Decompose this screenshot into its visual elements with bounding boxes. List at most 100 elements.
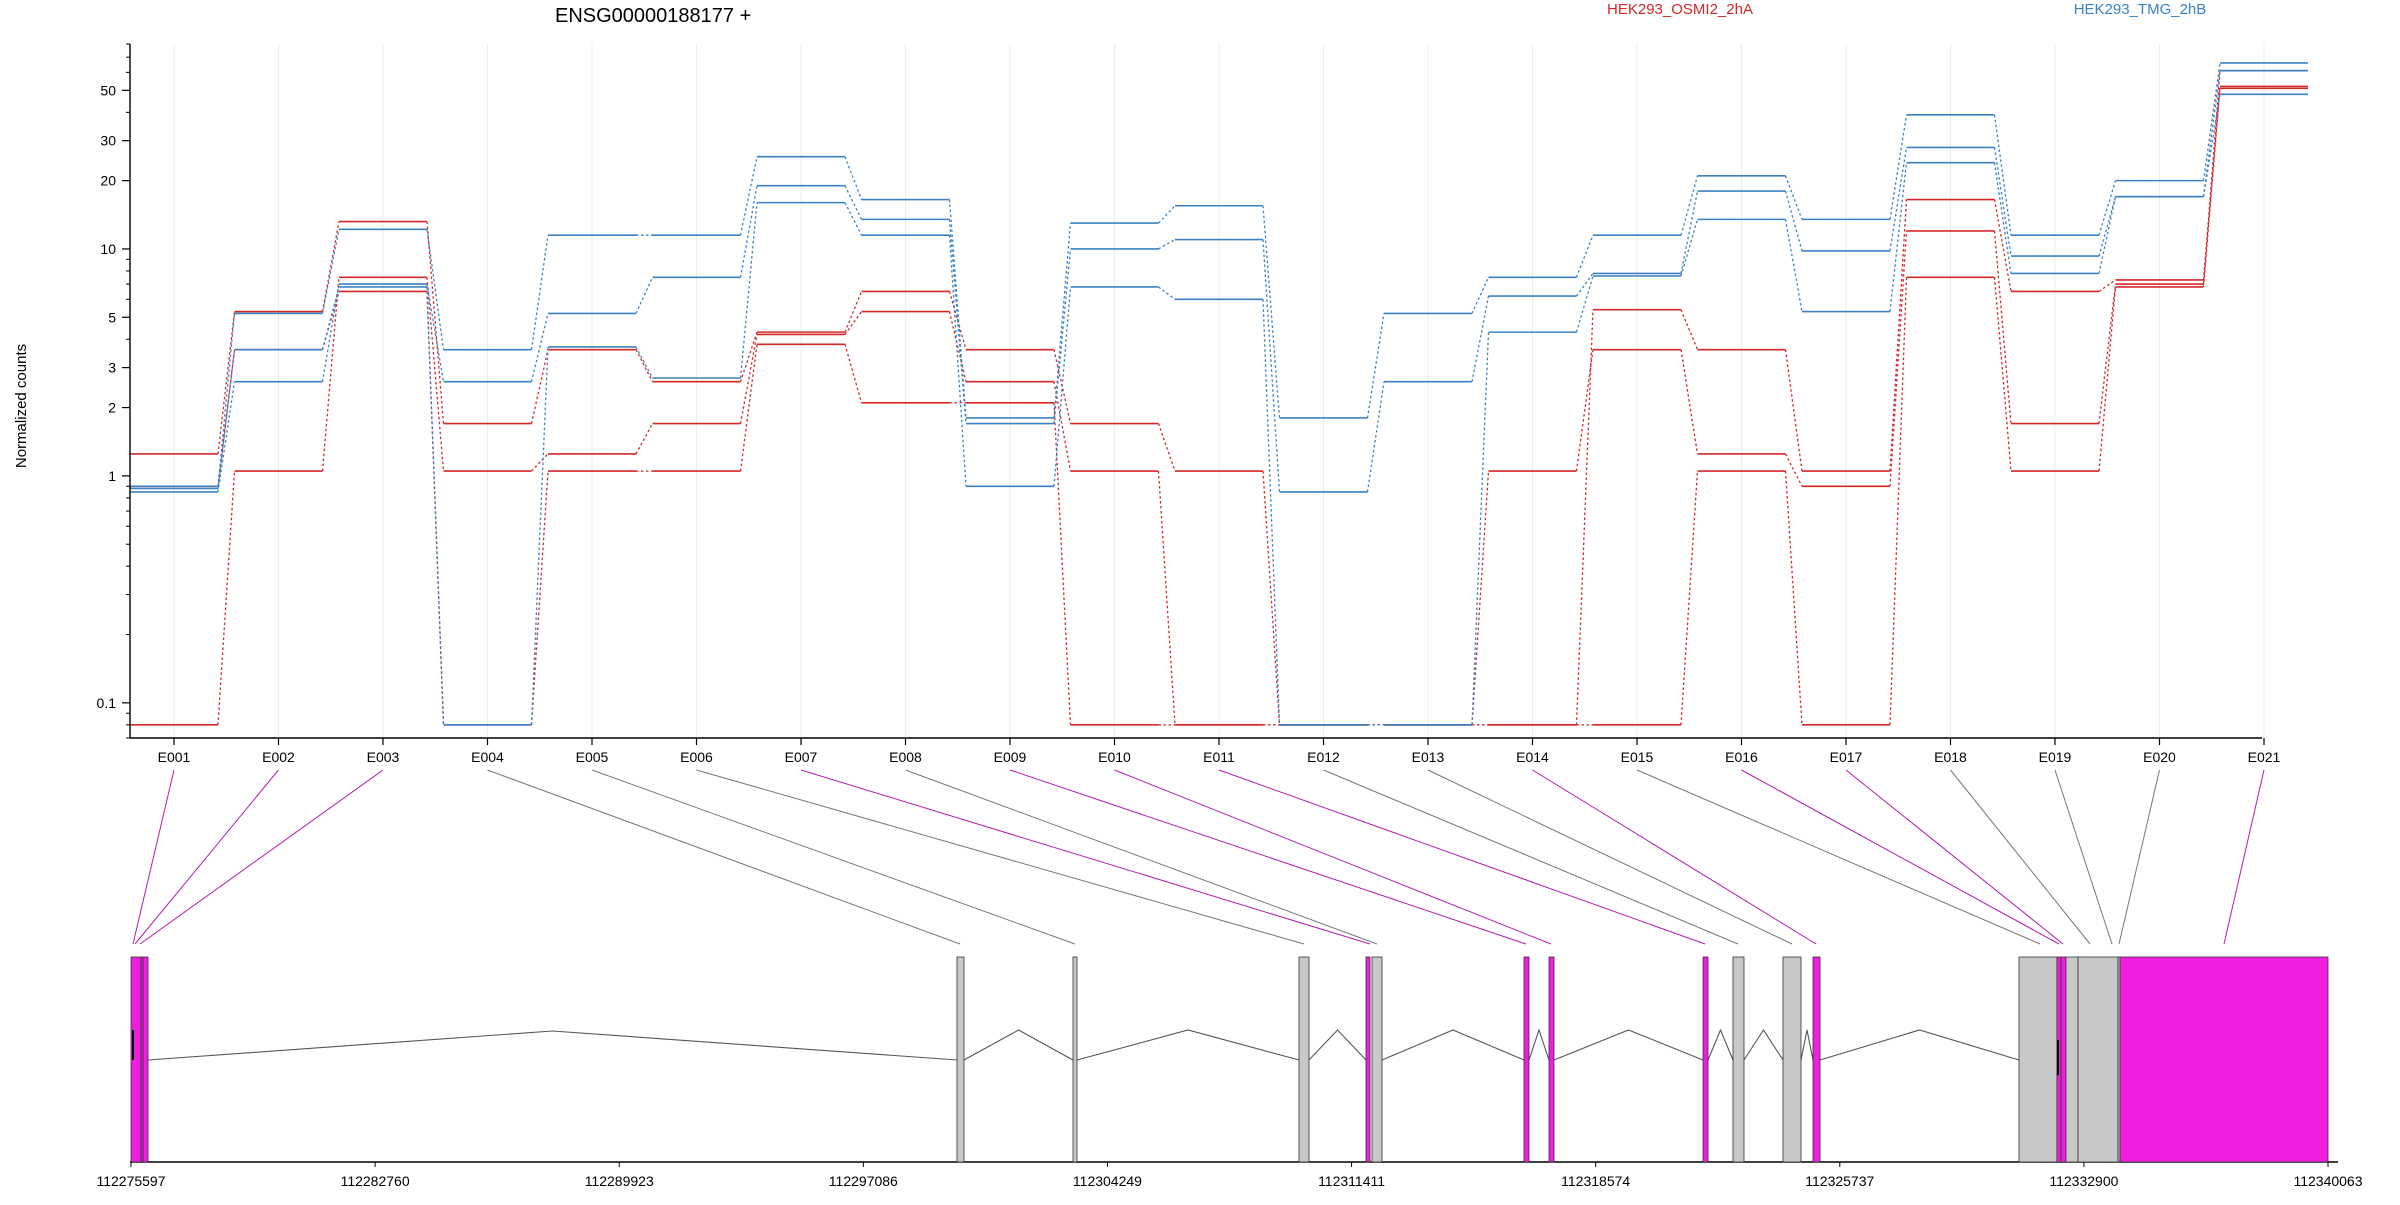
- series-1-connector: [217, 311, 236, 454]
- series-5: [130, 69, 2308, 493]
- intron-line: [1076, 1029, 1300, 1061]
- series-3-connector: [1053, 402, 1072, 725]
- genomic-coordinate-label: 112275597: [96, 1173, 165, 1189]
- series-3-connector: [1993, 277, 2012, 472]
- y-tick-label: 10: [100, 241, 116, 257]
- series-2-connector: [531, 453, 549, 472]
- connector-E002: [134, 769, 279, 945]
- series-6-connector: [739, 202, 758, 379]
- series-1-connector: [426, 221, 445, 424]
- series-4-connector: [1680, 175, 1699, 236]
- series-2-connector: [2098, 284, 2117, 424]
- connector-E017: [1845, 769, 2064, 945]
- exon-box-E014: [1812, 956, 1821, 1163]
- exon-box-E005: [1072, 956, 1078, 1163]
- series-6-connector: [1158, 286, 1176, 300]
- y-tick-label: 50: [100, 82, 116, 98]
- series-1-connector: [1993, 199, 2012, 292]
- series-6-connector: [217, 349, 236, 489]
- y-tick-label: 2: [108, 400, 116, 416]
- connector-E020: [2118, 769, 2160, 945]
- series-6-connector: [1471, 332, 1490, 725]
- connector-E001: [132, 769, 175, 945]
- genomic-coordinate-label: 112311411: [1318, 1173, 1385, 1189]
- series-5-connector: [426, 283, 445, 382]
- series-6-connector: [635, 346, 654, 379]
- series-6-connector: [1262, 299, 1281, 725]
- genomic-coordinate-label: 112304249: [1073, 1173, 1142, 1189]
- exon-box-E007: [1365, 956, 1371, 1163]
- connector-E008: [905, 769, 1378, 945]
- series-1-connector: [739, 331, 758, 382]
- exon-label-E012: E012: [1307, 749, 1340, 765]
- series-4-connector: [739, 156, 758, 236]
- legend-entry-osmi2: HEK293_OSMI2_2hA: [1607, 1, 1753, 18]
- series-5-connector: [1993, 147, 2012, 257]
- intron-line: [147, 1030, 958, 1061]
- series-5-connector: [1784, 190, 1803, 252]
- genomic-coordinate-label: 112289923: [585, 1173, 654, 1189]
- series-1-connector: [844, 291, 863, 333]
- series-6-connector: [1993, 162, 2012, 274]
- series-2-connector: [844, 311, 863, 335]
- series-5-connector: [1053, 248, 1072, 424]
- genomic-coordinate-label: 112340063: [2293, 1173, 2362, 1189]
- series-1-connector: [1575, 309, 1594, 725]
- exon-box-E011: [1702, 956, 1709, 1163]
- chart-title: ENSG00000188177 +: [555, 5, 751, 27]
- exon-box-E015: [2018, 956, 2058, 1163]
- exon-box-E009: [1523, 956, 1530, 1163]
- series-6-connector: [1680, 219, 1699, 277]
- series-6-connector: [2202, 94, 2221, 197]
- series-4: [130, 62, 2308, 488]
- connector-E004: [487, 769, 961, 945]
- genomic-coordinate-label: 112282760: [341, 1173, 410, 1189]
- series-1-connector: [2098, 279, 2116, 292]
- connector-E015: [1636, 769, 2041, 945]
- series-1-connector: [1262, 471, 1281, 725]
- exon-label-E018: E018: [1934, 749, 1967, 765]
- exon-label-E005: E005: [576, 749, 609, 765]
- series-6-connector: [530, 346, 549, 725]
- series-1-connector: [1157, 423, 1176, 472]
- exon-box-E006: [1298, 956, 1310, 1163]
- exon-label-E020: E020: [2143, 749, 2176, 765]
- series-4-connector: [426, 229, 445, 350]
- intron-line: [1800, 1029, 1814, 1061]
- connector-E021: [2223, 769, 2265, 945]
- series-2-connector: [1784, 453, 1803, 487]
- y-tick-label: 3: [108, 360, 116, 376]
- exon-label-E011: E011: [1203, 749, 1235, 765]
- exon-box-E017: [2060, 956, 2067, 1163]
- connector-E006: [696, 769, 1305, 945]
- series-6-connector: [1575, 275, 1594, 333]
- intron-line: [1381, 1029, 1525, 1061]
- y-tick-label: 30: [100, 133, 116, 149]
- series-2-connector: [2202, 70, 2221, 285]
- genomic-coordinate-label: 112297086: [829, 1173, 898, 1189]
- series-3-connector: [1680, 471, 1699, 725]
- legend-entry-tmg: HEK293_TMG_2hB: [2074, 1, 2207, 18]
- series-1-connector: [635, 349, 654, 383]
- exon-box-E019: [2077, 956, 2119, 1163]
- series-4-connector: [321, 229, 340, 314]
- exon-box-E018: [2065, 956, 2079, 1163]
- series-2-connector: [1053, 381, 1072, 472]
- series-2-connector: [1993, 230, 2012, 424]
- series-1-connector: [1680, 309, 1699, 350]
- axes: 0.1 1 2 3 5 10 20 30 50 E001 E002 E003 E004 E005 E006 E…: [97, 43, 2281, 765]
- series-4-connector: [2098, 180, 2117, 236]
- series-4-connector: [948, 199, 967, 419]
- connector-E009: [1009, 769, 1527, 945]
- connector-E018: [1950, 769, 2091, 945]
- series-3-connector: [530, 471, 549, 725]
- y-axis-label: Normalized counts: [13, 344, 30, 468]
- connector-E011: [1218, 769, 1706, 945]
- exon-box-E012: [1732, 956, 1745, 1163]
- series-lines: [130, 62, 2308, 726]
- series-6-connector: [1784, 219, 1803, 312]
- connector-E003: [139, 769, 384, 945]
- series-5-connector: [1366, 381, 1385, 493]
